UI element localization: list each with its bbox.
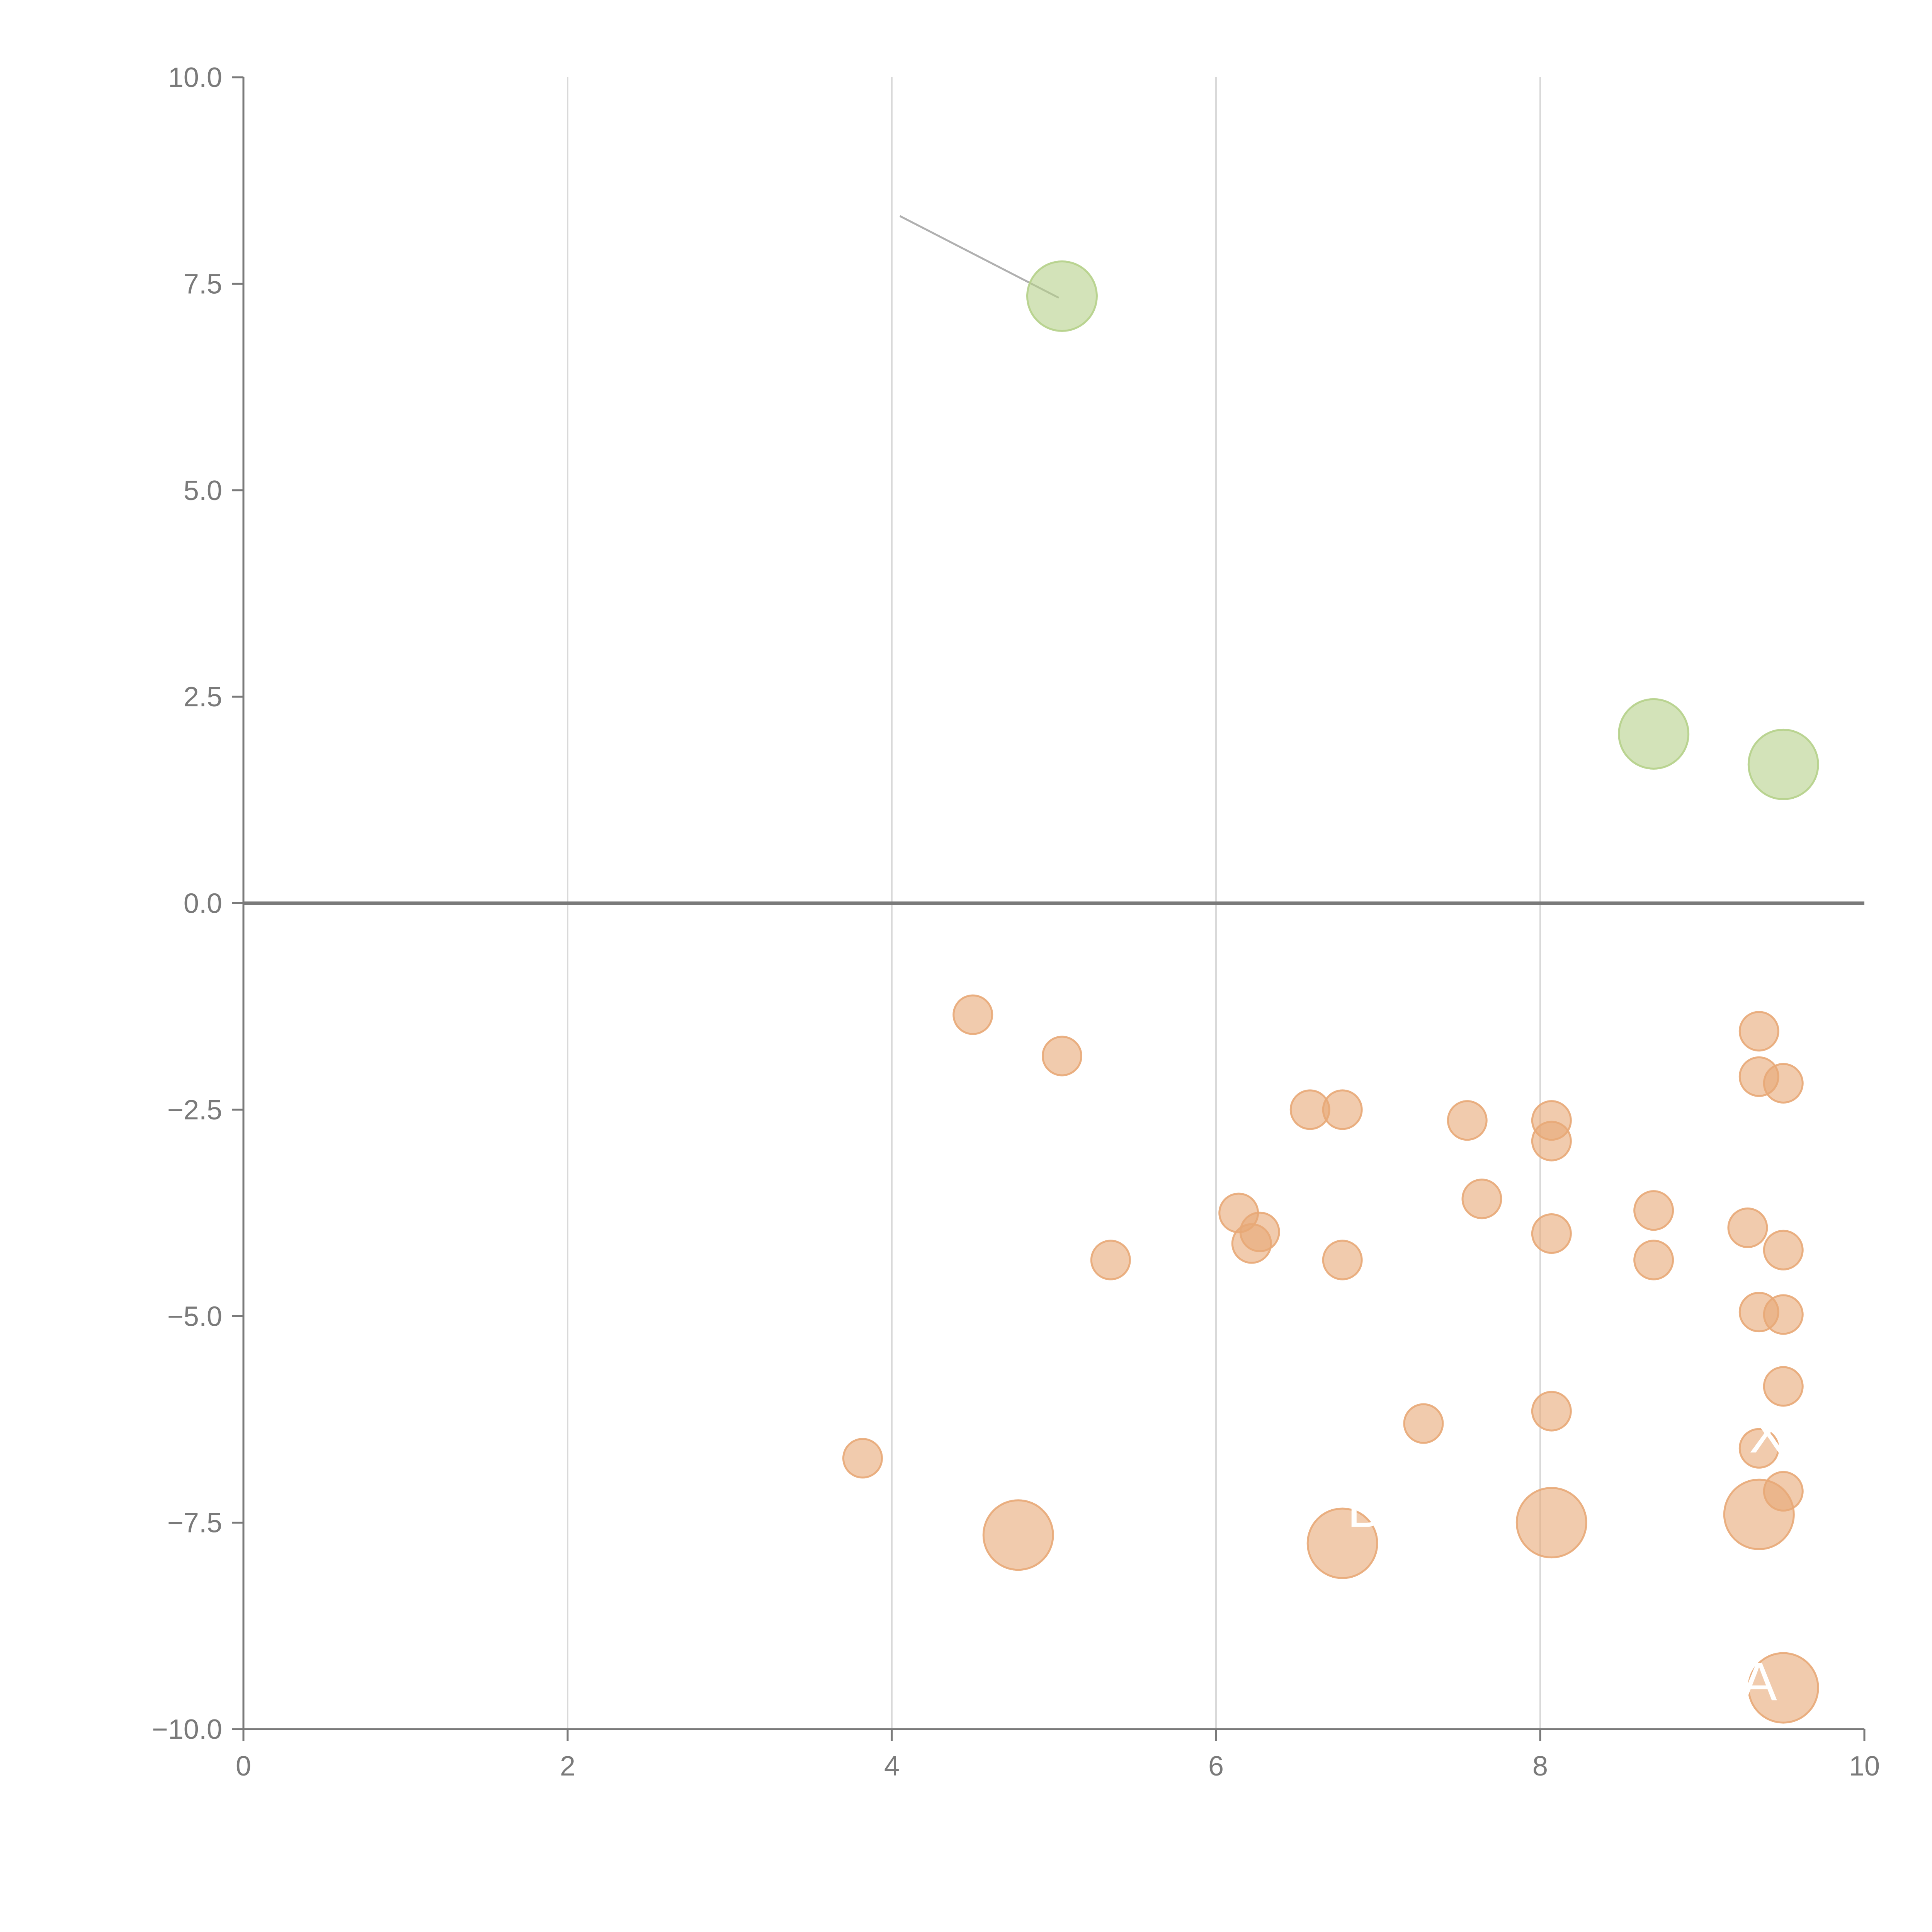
positive-point xyxy=(1618,698,1690,770)
negative-point xyxy=(1231,1223,1272,1264)
negative-point xyxy=(1763,1230,1804,1270)
negative-point xyxy=(1090,1240,1131,1281)
y-tick-label: 5.0 xyxy=(184,475,222,506)
negative-point xyxy=(1531,1213,1572,1254)
point-labels: B A X xyxy=(1347,1403,1785,1712)
y-tick-label: 0.0 xyxy=(184,888,222,919)
y-tick-label: 2.5 xyxy=(184,682,222,713)
negative-point xyxy=(1738,1011,1779,1052)
negative-point xyxy=(1738,1428,1779,1469)
x-tick-label: 2 xyxy=(560,1751,575,1782)
negative-point xyxy=(952,994,993,1035)
point-label-b: B xyxy=(1347,1478,1383,1538)
negative-point xyxy=(1727,1208,1768,1248)
negative-point xyxy=(1633,1240,1674,1281)
negative-point xyxy=(1322,1089,1363,1130)
negative-point xyxy=(1447,1100,1488,1141)
y-tick-label: −5.0 xyxy=(167,1301,222,1332)
point-label-a: A xyxy=(1741,1651,1777,1712)
negative-point xyxy=(1531,1121,1572,1162)
y-axis-ticks: 10.0 7.5 5.0 2.5 0.0 −2.5 −5.0 −7.5 −10.0 xyxy=(152,62,243,1745)
negative-point xyxy=(1763,1366,1804,1407)
y-tick-label: −10.0 xyxy=(152,1714,222,1745)
x-tick-label: 8 xyxy=(1532,1751,1548,1782)
x-tick-label: 10 xyxy=(1849,1751,1880,1782)
negative-point xyxy=(1747,1652,1819,1724)
point-label-x: X xyxy=(1749,1403,1785,1464)
negative-point xyxy=(1763,1063,1804,1104)
data-points xyxy=(842,260,1819,1724)
negative-point xyxy=(1763,1294,1804,1335)
negative-point xyxy=(1041,1036,1082,1077)
y-tick-label: 10.0 xyxy=(168,62,222,93)
negative-point xyxy=(1403,1403,1444,1444)
negative-point xyxy=(1723,1478,1795,1550)
positive-point xyxy=(1747,728,1819,800)
negative-point xyxy=(1515,1487,1587,1559)
y-tick-label: −7.5 xyxy=(167,1508,222,1539)
y-tick-label: −2.5 xyxy=(167,1095,222,1126)
positive-point xyxy=(1026,260,1098,332)
negative-point xyxy=(1633,1190,1674,1231)
negative-point xyxy=(1461,1179,1502,1219)
negative-point xyxy=(842,1438,883,1479)
x-tick-label: 0 xyxy=(236,1751,251,1782)
x-tick-label: 4 xyxy=(884,1751,900,1782)
negative-point xyxy=(1322,1240,1363,1281)
x-tick-label: 6 xyxy=(1208,1751,1224,1782)
negative-point xyxy=(1531,1391,1572,1432)
y-tick-label: 7.5 xyxy=(184,269,222,299)
x-axis-ticks: 0 2 4 6 8 10 xyxy=(236,1729,1880,1782)
negative-point xyxy=(1306,1507,1378,1579)
negative-point xyxy=(982,1499,1054,1571)
